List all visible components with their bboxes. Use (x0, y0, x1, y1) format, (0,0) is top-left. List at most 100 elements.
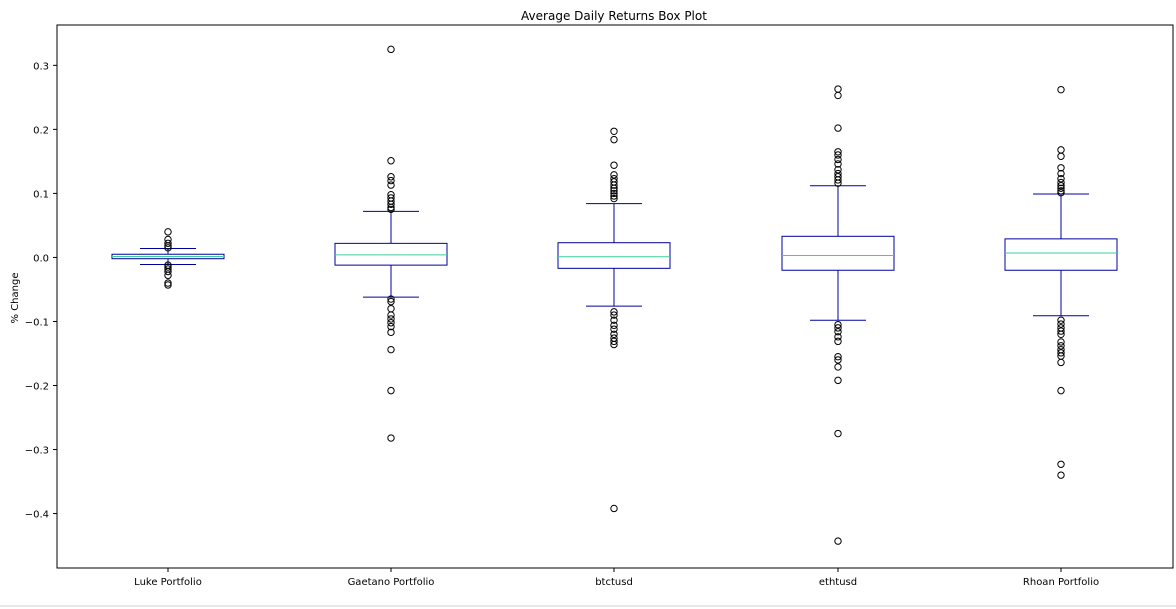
flier-point (164, 267, 172, 276)
flier-point (1057, 471, 1065, 479)
flier-point (387, 328, 395, 337)
flier-point (1057, 338, 1065, 346)
flier-point (387, 304, 395, 313)
flier-point (834, 376, 842, 385)
x-tick-label: Luke Portfolio (134, 577, 202, 588)
flier-point (834, 333, 842, 341)
flier-point (834, 160, 842, 168)
x-tick-label: ethtusd (819, 577, 857, 588)
flier-point (610, 184, 618, 192)
flier-point (1057, 182, 1065, 190)
y-axis-label: % Change (10, 273, 21, 324)
flier-point (610, 187, 618, 195)
flier-point (387, 173, 395, 181)
flier-point (1057, 358, 1065, 367)
flier-point (1057, 174, 1065, 183)
box-group (334, 45, 448, 442)
flier-point (164, 281, 172, 289)
flier-point (1057, 85, 1065, 94)
box-iqr (781, 235, 895, 271)
flier-point (1057, 316, 1065, 324)
flier-point (610, 321, 618, 330)
flier-point (387, 434, 395, 442)
flier-point (610, 161, 618, 169)
flier-point (1057, 386, 1065, 395)
flier-point (387, 200, 395, 208)
flier-point (834, 166, 842, 174)
flier-point (610, 192, 618, 200)
flier-point (1057, 320, 1065, 328)
flier-point (610, 311, 618, 319)
flier-point (834, 151, 842, 159)
y-tick-label: −0.2 (25, 382, 49, 393)
x-tick-label: Gaetano Portfolio (348, 577, 435, 588)
flier-point (164, 271, 172, 280)
flier-point (164, 228, 172, 236)
flier-point (834, 155, 842, 164)
flier-point (610, 171, 618, 179)
flier-point (1057, 146, 1065, 154)
flier-point (834, 337, 842, 346)
flier-point (610, 330, 618, 338)
flier-point (610, 194, 618, 203)
flier-point (387, 311, 395, 319)
flier-point (387, 295, 395, 303)
flier-point (164, 279, 172, 287)
flier-point (1057, 178, 1065, 187)
flier-point (1057, 342, 1065, 350)
y-tick-label: 0.3 (33, 61, 49, 72)
boxes-layer (111, 45, 1118, 545)
y-tick-label: −0.4 (25, 510, 49, 521)
flier-point (387, 181, 395, 189)
flier-point (1057, 327, 1065, 335)
flier-point (834, 91, 842, 100)
flier-point (1057, 460, 1065, 468)
flier-point (610, 181, 618, 189)
flier-point (387, 315, 395, 323)
flier-point (164, 242, 172, 250)
flier-point (610, 316, 618, 324)
flier-point (610, 135, 618, 144)
flier-point (834, 176, 842, 184)
flier-point (387, 297, 395, 306)
flier-point (610, 325, 618, 333)
flier-point (387, 205, 395, 214)
box-group (781, 85, 895, 545)
flier-point (1057, 184, 1065, 192)
flier-point (164, 239, 172, 248)
flier-point (610, 189, 618, 198)
flier-point (834, 363, 842, 371)
flier-point (387, 45, 395, 54)
flier-point (834, 324, 842, 332)
chart-title: Average Daily Returns Box Plot (521, 9, 707, 23)
flier-point (387, 386, 395, 395)
y-tick-label: −0.3 (25, 446, 49, 457)
page-bottom-rule (0, 605, 1176, 607)
flier-point (1057, 349, 1065, 357)
y-tick-label: 0.0 (33, 253, 49, 264)
box-group (557, 127, 671, 513)
plot-frame (56, 24, 1174, 569)
flier-point (834, 85, 842, 93)
flier-point (387, 203, 395, 212)
flier-point (834, 352, 842, 361)
flier-point (610, 337, 618, 346)
flier-point (834, 328, 842, 336)
flier-point (164, 244, 172, 252)
x-axis-ticks: Luke Portfolio Gaetano Portfolio btctusd et… (134, 568, 1099, 588)
box-iqr (334, 242, 448, 266)
flier-point (1057, 169, 1065, 178)
flier-point (387, 157, 395, 165)
flier-point (387, 319, 395, 327)
flier-point (610, 340, 618, 349)
flier-point (1057, 189, 1065, 197)
box-group (1004, 85, 1118, 479)
flier-point (164, 263, 172, 271)
flier-point (610, 504, 618, 513)
flier-point (834, 124, 842, 132)
flier-point (387, 345, 395, 354)
flier-point (1057, 152, 1065, 160)
x-tick-label: btctusd (595, 577, 633, 588)
flier-point (1057, 164, 1065, 172)
